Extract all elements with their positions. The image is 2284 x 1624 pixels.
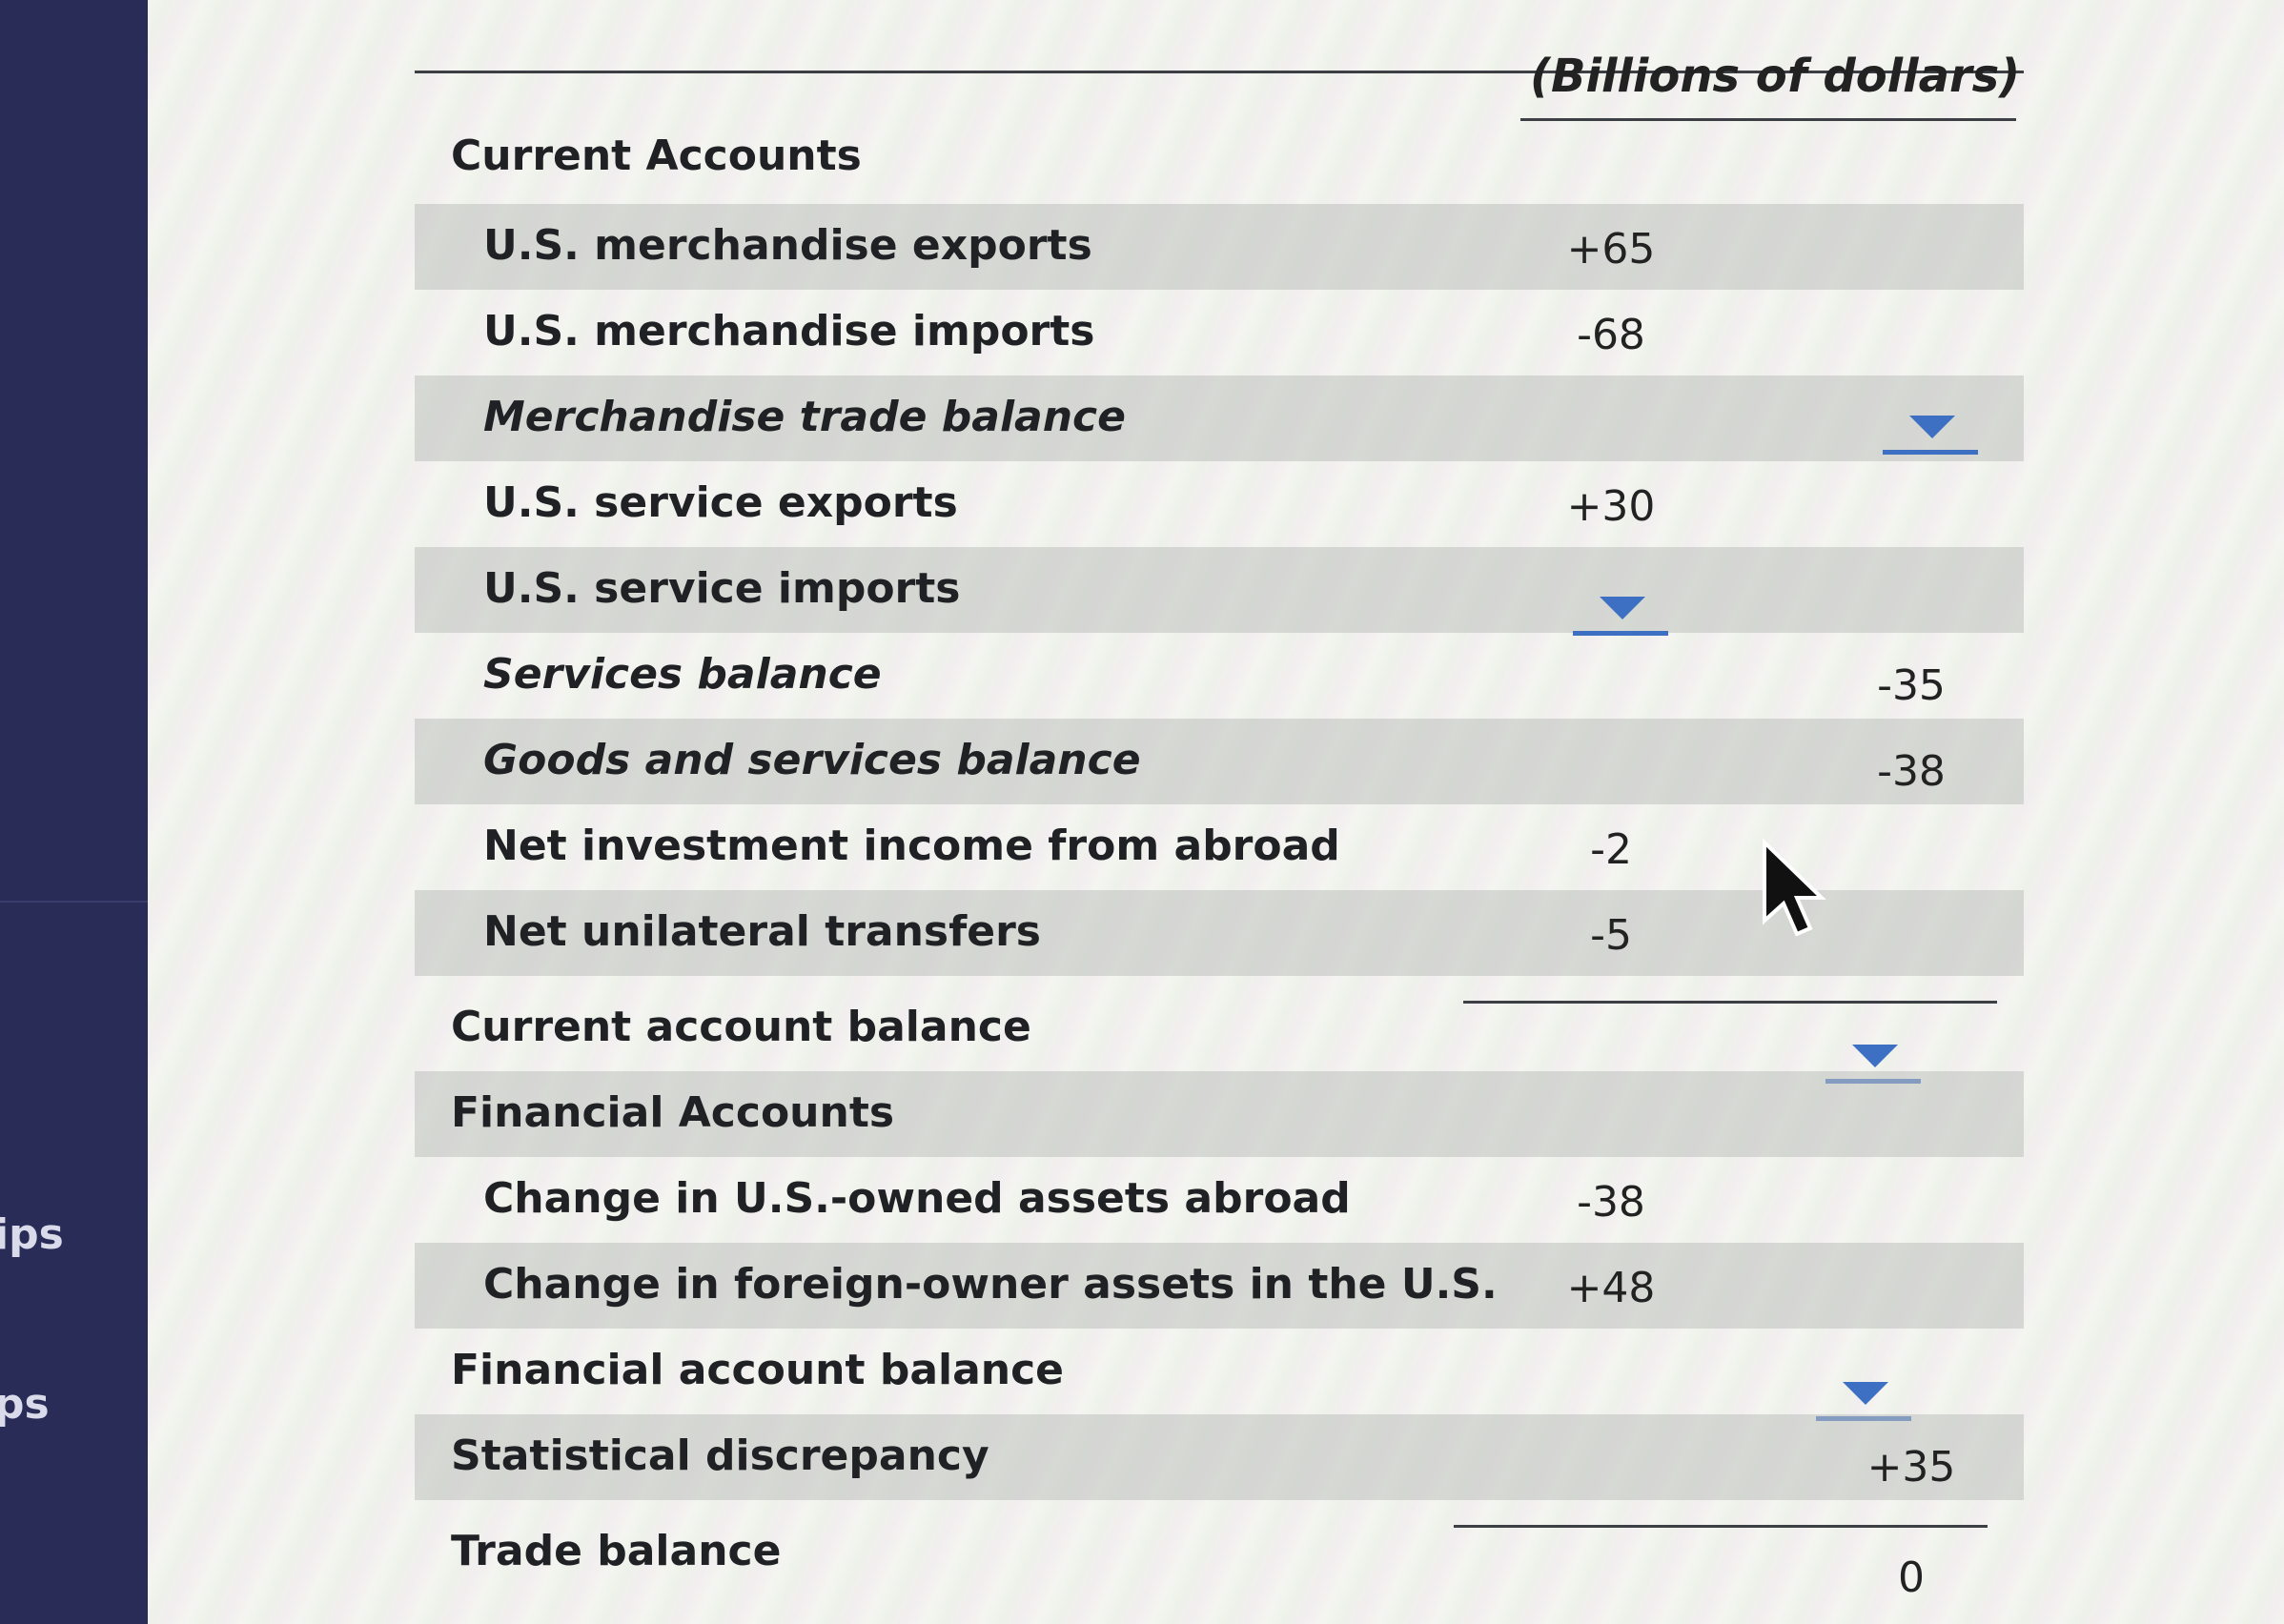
row-label: U.S. merchandise exports bbox=[483, 221, 1092, 270]
sidebar-item-steps[interactable]: ps bbox=[0, 1380, 50, 1429]
dropdown-arrow-icon bbox=[1909, 416, 1955, 438]
row-label: Goods and services balance bbox=[483, 736, 1141, 784]
row-label: Merchandise trade balance bbox=[483, 393, 1126, 441]
row-value: -35 bbox=[1877, 661, 1946, 710]
table-header: (Billions of dollars) bbox=[415, 40, 2024, 124]
table-row: Services balance -35 bbox=[415, 633, 2024, 719]
table-row: Trade balance 0 bbox=[415, 1510, 2024, 1602]
row-label: Services balance bbox=[483, 650, 882, 699]
table-row: U.S. service exports +30 bbox=[415, 461, 2024, 547]
row-value: -38 bbox=[1577, 1178, 1645, 1227]
row-value: -68 bbox=[1577, 311, 1645, 359]
row-value: +30 bbox=[1566, 482, 1656, 531]
table-row: Statistical discrepancy +35 bbox=[415, 1414, 2024, 1500]
sidebar-item-tips[interactable]: ips bbox=[0, 1210, 64, 1259]
merchandise-trade-balance-dropdown[interactable] bbox=[1883, 408, 1978, 456]
row-label: Financial Accounts bbox=[451, 1088, 895, 1137]
row-label: Change in foreign-owner assets in the U.… bbox=[483, 1260, 1498, 1309]
row-label: Statistical discrepancy bbox=[451, 1431, 989, 1480]
dropdown-arrow-icon bbox=[1843, 1382, 1888, 1405]
units-header: (Billions of dollars) bbox=[1530, 50, 2021, 103]
table-row: Financial Accounts bbox=[415, 1071, 2024, 1157]
table-row: U.S. merchandise exports +65 bbox=[415, 204, 2024, 290]
row-label: Change in U.S.-owned assets abroad bbox=[483, 1174, 1351, 1223]
row-label: U.S. service imports bbox=[483, 564, 961, 613]
row-label: Financial account balance bbox=[451, 1346, 1065, 1394]
table-row: U.S. service imports bbox=[415, 547, 2024, 636]
row-value: +35 bbox=[1866, 1443, 1956, 1492]
row-value: -5 bbox=[1590, 911, 1632, 960]
row-value: -38 bbox=[1877, 747, 1946, 796]
row-label: Current Accounts bbox=[451, 132, 862, 180]
table-row: Goods and services balance -38 bbox=[415, 719, 2024, 804]
row-label: U.S. merchandise imports bbox=[483, 307, 1095, 355]
row-value: +48 bbox=[1566, 1264, 1656, 1312]
dropdown-arrow-icon bbox=[1600, 597, 1645, 619]
dropdown-underline bbox=[1573, 631, 1668, 636]
total-rule bbox=[1454, 1525, 1988, 1528]
row-label: Net investment income from abroad bbox=[483, 822, 1340, 870]
row-value: +65 bbox=[1566, 225, 1656, 274]
table-row: Change in U.S.-owned assets abroad -38 bbox=[415, 1157, 2024, 1243]
table-row: Change in foreign-owner assets in the U.… bbox=[415, 1243, 2024, 1329]
header-underline bbox=[1520, 118, 2016, 121]
table-row: Merchandise trade balance bbox=[415, 376, 2024, 461]
row-label: Trade balance bbox=[451, 1527, 782, 1575]
service-imports-dropdown[interactable] bbox=[1573, 589, 1668, 637]
dropdown-arrow-icon bbox=[1852, 1045, 1898, 1067]
subtotal-rule bbox=[1463, 1001, 1997, 1004]
row-label: U.S. service exports bbox=[483, 478, 958, 527]
table-row: Financial account balance bbox=[415, 1329, 2024, 1421]
row-value: 0 bbox=[1898, 1553, 1925, 1602]
table-row: U.S. merchandise imports -68 bbox=[415, 290, 2024, 376]
row-value: -2 bbox=[1590, 825, 1632, 874]
table-row: Net investment income from abroad -2 bbox=[415, 804, 2024, 890]
table-row: Net unilateral transfers -5 bbox=[415, 890, 2024, 976]
mouse-pointer-icon bbox=[1763, 839, 1826, 937]
table-top-rule bbox=[415, 71, 2024, 73]
dropdown-underline bbox=[1883, 450, 1978, 455]
table-row: Current Accounts bbox=[415, 114, 2024, 200]
sidebar: ips ps bbox=[0, 0, 148, 1624]
table-row: Current account balance bbox=[415, 985, 2024, 1084]
row-label: Net unilateral transfers bbox=[483, 907, 1041, 956]
row-label: Current account balance bbox=[451, 1003, 1031, 1051]
sidebar-divider bbox=[0, 901, 148, 903]
main-content: (Billions of dollars) Current Accounts U… bbox=[148, 0, 2284, 1624]
